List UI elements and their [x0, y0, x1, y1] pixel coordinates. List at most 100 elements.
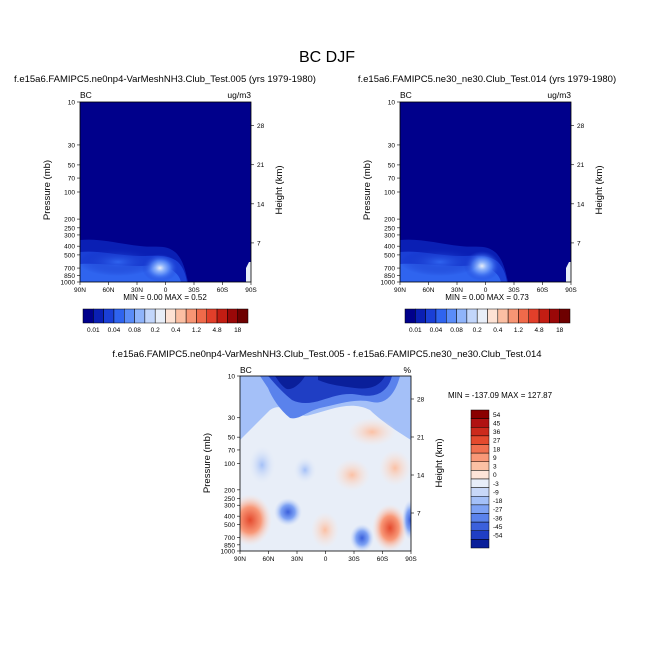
colorbar-swatch — [470, 496, 490, 506]
colorbar-swatch — [227, 308, 238, 324]
y-tick-label: 250 — [224, 496, 235, 503]
y-tick-label: 1000 — [221, 549, 236, 556]
colorbar-swatch — [93, 308, 104, 324]
panel-3-stats: MIN = -137.09 MAX = 127.87 — [448, 391, 553, 400]
panel-1-right-label: ug/m3 — [227, 90, 251, 100]
y2-tick-label: 28 — [577, 123, 585, 130]
y-tick-label: 850 — [64, 273, 75, 280]
panel-2-right-label: ug/m3 — [547, 90, 571, 100]
colorbar-swatch — [470, 521, 490, 531]
y-tick-label: 700 — [224, 535, 235, 542]
y-tick-label: 500 — [64, 252, 75, 259]
colorbar-label: 4.8 — [213, 327, 222, 334]
panel-2-field — [400, 102, 571, 282]
colorbar-swatch — [470, 444, 490, 454]
panel-2-x-axis: 90N 60N 30N 0 30S 60S 90S — [394, 282, 577, 294]
y-tick-label: 400 — [224, 514, 235, 521]
y-tick-label: 250 — [64, 225, 75, 232]
panel-1-y2label: Height (km) — [274, 165, 285, 214]
x-tick-label: 30S — [508, 287, 520, 294]
colorbar-label: 0.4 — [493, 327, 502, 334]
y-tick-label: 200 — [384, 217, 395, 224]
colorbar-swatch — [470, 427, 490, 437]
colorbar-swatch — [466, 308, 478, 324]
panel-1-stats: MIN = 0.00 MAX = 0.52 — [123, 293, 207, 302]
colorbar-label: 0 — [493, 472, 497, 479]
panel-2-y2-axis: 28 21 14 7 — [571, 123, 585, 247]
colorbar-swatch — [559, 308, 571, 324]
y2-tick-label: 14 — [577, 201, 585, 208]
colorbar-swatch — [446, 308, 457, 324]
colorbar-label: 4.8 — [535, 327, 544, 334]
colorbar-swatch — [456, 308, 468, 324]
page-title: BC DJF — [299, 49, 355, 66]
colorbar-label: 27 — [493, 438, 501, 445]
y-tick-label: 50 — [388, 162, 396, 169]
y2-tick-label: 28 — [417, 396, 425, 403]
panel-3-field — [240, 376, 411, 551]
colorbar-swatch — [470, 478, 490, 488]
y-tick-label: 10 — [228, 374, 236, 381]
y-tick-label: 500 — [384, 252, 395, 259]
panel-3: f.e15a6.FAMIPC5.ne0np4-VarMeshNH3.Club_T… — [112, 349, 552, 563]
y-tick-label: 300 — [64, 232, 75, 239]
y-tick-label: 400 — [64, 244, 75, 251]
colorbar-label: -36 — [493, 515, 503, 522]
x-tick-label: 30N — [451, 287, 463, 294]
y2-tick-label: 21 — [417, 434, 425, 441]
x-tick-label: 90S — [245, 287, 257, 294]
panel-1-colorbar: 0.01 0.04 0.08 0.2 0.4 1.2 4.8 18 — [82, 308, 249, 334]
x-tick-label: 90N — [234, 556, 246, 563]
colorbar-swatch — [425, 308, 437, 324]
y2-tick-label: 21 — [577, 162, 585, 169]
y-tick-label: 30 — [68, 142, 76, 149]
colorbar-swatch — [435, 308, 447, 324]
colorbar-swatch — [134, 308, 146, 324]
colorbar-swatch — [124, 308, 135, 324]
colorbar-swatch — [237, 308, 249, 324]
colorbar-label: -27 — [493, 507, 503, 514]
x-tick-label: 60S — [537, 287, 549, 294]
x-tick-label: 0 — [324, 556, 328, 563]
y2-tick-label: 7 — [417, 510, 421, 517]
colorbar-label: 0.04 — [108, 327, 121, 334]
colorbar-swatch — [470, 539, 490, 549]
y-tick-label: 100 — [224, 461, 235, 468]
colorbar-swatch — [154, 308, 166, 324]
x-tick-label: 30S — [348, 556, 360, 563]
panel-3-title: f.e15a6.FAMIPC5.ne0np4-VarMeshNH3.Club_T… — [112, 349, 541, 360]
colorbar-label: 54 — [493, 412, 501, 419]
panel-1: f.e15a6.FAMIPC5.ne0np4-VarMeshNH3.Club_T… — [14, 74, 316, 334]
x-tick-label: 30N — [291, 556, 303, 563]
colorbar-swatch — [470, 452, 490, 462]
y-tick-label: 200 — [64, 217, 75, 224]
x-tick-label: 90N — [394, 287, 406, 294]
y2-tick-label: 14 — [257, 201, 265, 208]
y2-tick-label: 7 — [257, 240, 261, 247]
x-tick-label: 90S — [405, 556, 417, 563]
y2-tick-label: 21 — [257, 162, 265, 169]
colorbar-swatch — [144, 308, 156, 324]
y-tick-label: 10 — [388, 100, 396, 107]
y-tick-label: 500 — [224, 522, 235, 529]
panel-1-ylabel: Pressure (mb) — [42, 160, 53, 220]
panel-2-title: f.e15a6.FAMIPC5.ne30_ne30.Club_Test.014 … — [358, 74, 616, 85]
x-tick-label: 30N — [131, 287, 143, 294]
x-tick-label: 90N — [74, 287, 86, 294]
colorbar-label: -18 — [493, 498, 503, 505]
colorbar-label: 45 — [493, 420, 501, 427]
x-tick-label: 0 — [484, 287, 488, 294]
y-tick-label: 400 — [384, 244, 395, 251]
colorbar-label: 0.04 — [430, 327, 443, 334]
colorbar-swatch — [196, 308, 207, 324]
colorbar-label: 18 — [234, 327, 242, 334]
colorbar-swatch — [216, 308, 228, 324]
panel-1-y2-axis: 28 21 14 7 — [251, 123, 265, 247]
y-tick-label: 70 — [388, 176, 396, 183]
y2-tick-label: 7 — [577, 240, 581, 247]
x-tick-label: 60S — [217, 287, 229, 294]
colorbar-swatch — [206, 308, 218, 324]
colorbar-label: 18 — [493, 446, 501, 453]
